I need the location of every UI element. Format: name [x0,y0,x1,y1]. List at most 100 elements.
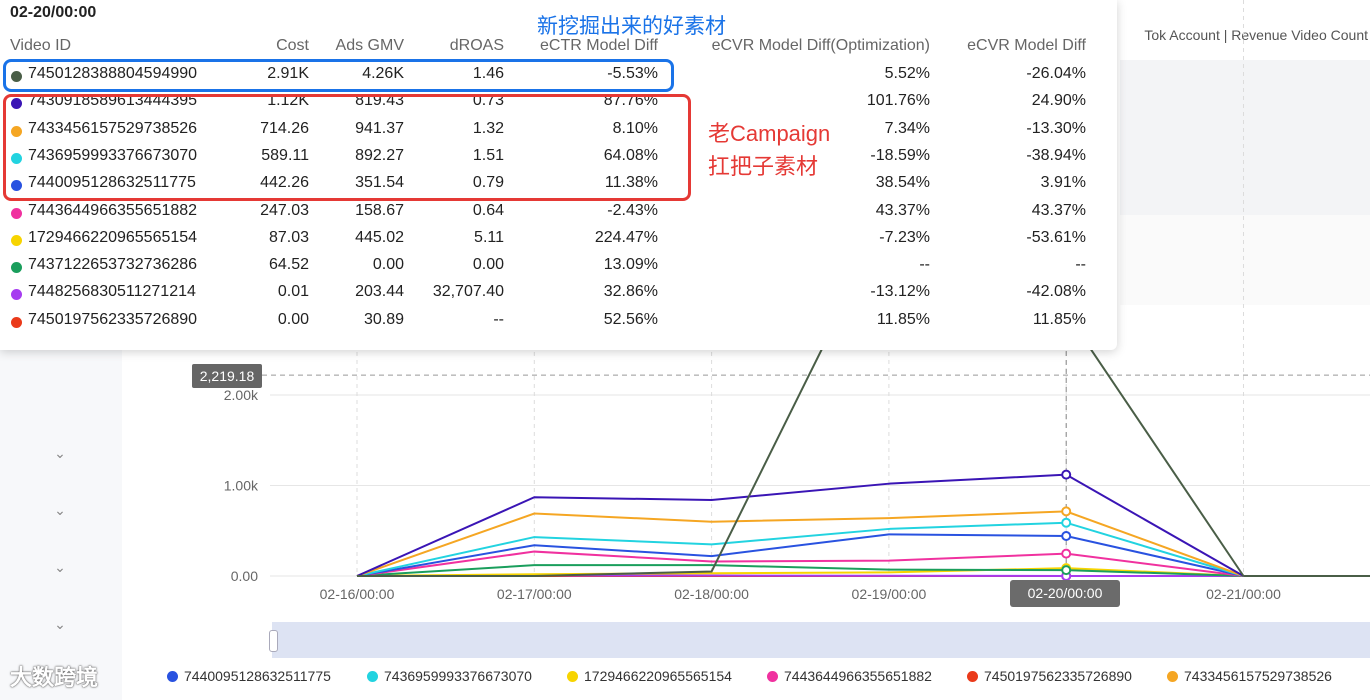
series-point [1061,565,1072,576]
series-dot-icon [11,289,22,301]
tooltip-row: 7437122653732736286 64.52 0.00 0.00 13.09% --… [0,256,1117,283]
x-tick-label: 02-17/00:00 [497,586,572,602]
legend-label: 7443644966355651882 [784,668,932,684]
tooltip-cell-id: 7437122653732736286 [28,256,198,274]
series-line [357,212,1245,577]
annotation-red-line1: 老Campaign [708,121,831,146]
tooltip-cell-ectr: -2.43% [607,201,658,219]
tooltip-row: 7436959993376673070 589.11 892.27 1.51 64.08… [0,147,1117,174]
legend-dot-icon [567,671,578,682]
series-line [356,567,1244,577]
series-point [1061,548,1072,559]
tooltip-cell-ecvr-opt: 7.34% [884,119,930,137]
tooltip-cell-ecvr: -38.94% [1026,146,1086,164]
tooltip-cell-cost: 87.03 [268,228,309,246]
legend-item[interactable]: 1729466220965565154 [567,668,732,684]
tooltip-cell-ectr: 64.08% [603,146,658,164]
tooltip-cell-gmv: 158.67 [355,201,404,219]
background-card [1120,215,1370,305]
tooltip-row: 7450128388804594990 2.91K 4.26K 1.46 -5.53% 5… [0,65,1117,92]
data-zoom-handle[interactable] [269,630,278,652]
col-ecvr-header: eCVR Model Diff [967,37,1086,54]
data-zoom-slider[interactable] [272,622,1370,658]
chevron-down-icon[interactable]: ⌄ [54,445,66,461]
tooltip-row: 7450197562335726890 0.00 30.89 -- 52.56% 11.8… [0,311,1117,338]
tooltip-cell-ecvr-opt: 5.52% [884,65,930,82]
tooltip-cell-droas: 0.79 [472,174,504,192]
tooltip-cell-ectr: 32.86% [603,283,658,301]
chevron-down-icon[interactable]: ⌄ [54,559,66,575]
tooltip-cell-cost: 442.26 [260,174,309,192]
series-point [1061,517,1072,528]
tooltip-cell-id: 7443644966355651882 [28,201,198,219]
series-dot-icon [11,207,22,219]
legend-label: 7440095128632511775 [184,668,331,684]
hover-x-label: 02-20/00:00 [1010,580,1120,607]
chevron-down-icon[interactable]: ⌄ [54,616,66,632]
tooltip-cell-ecvr-opt: 43.37% [875,201,930,219]
tooltip-cell-cost: 0.00 [277,310,309,328]
series-line [356,521,1244,577]
tooltip-cell-droas: 1.46 [472,65,504,82]
tooltip-cell-gmv: 4.26K [362,65,404,82]
y-tick-label: 0.00 [231,568,258,584]
tooltip-cell-ecvr: -26.04% [1026,65,1086,82]
legend-dot-icon [767,671,778,682]
tooltip-row: 7443644966355651882 247.03 158.67 0.64 -2.43… [0,202,1117,229]
tooltip-cell-ectr: 224.47% [594,228,658,246]
tooltip-cell-id: 7433456157529738526 [28,119,198,137]
legend-item[interactable]: 7433456157529738526 [1167,668,1332,684]
legend-dot-icon [367,671,378,682]
tooltip-cell-ecvr: 24.90% [1031,92,1086,110]
tooltip-cell-ectr: 13.09% [603,256,658,274]
tooltip-cell-ecvr-opt: -- [919,256,930,274]
tooltip-cell-ecvr: -53.61% [1026,228,1086,246]
x-tick-label: 02-21/00:00 [1206,586,1281,602]
col-ads-gmv-header: Ads GMV [335,37,404,54]
y-tick-label: 2.00k [224,387,259,403]
tooltip-cell-ectr: 52.56% [603,310,658,328]
series-dot-icon [11,152,22,164]
series-point [1061,530,1072,541]
tooltip-cell-ecvr: 11.85% [1032,310,1086,328]
tooltip-cell-droas: 0.00 [472,256,504,274]
legend-item[interactable]: 7443644966355651882 [767,668,932,684]
legend-item[interactable]: 7440095128632511775 [167,668,331,684]
col-ectr-header: eCTR Model Diff [540,37,658,54]
tooltip-cell-ecvr-opt: 38.54% [875,174,930,192]
tooltip-cell-cost: 247.03 [260,201,309,219]
legend-item[interactable]: 7450197562335726890 [967,668,1132,684]
highlight-box-red [3,94,691,201]
tooltip-row: 1729466220965565154 87.03 445.02 5.11 224.47… [0,229,1117,256]
tooltip-row: 7440095128632511775 442.26 351.54 0.79 11.38… [0,174,1117,201]
tooltip-cell-ecvr-opt: -7.23% [879,228,930,246]
series-dot-icon [11,234,22,246]
legend-dot-icon [1167,671,1178,682]
tooltip-cell-id: 7450128388804594990 [28,65,198,82]
y-tick-label: 1.00k [224,478,259,494]
series-line [356,564,1244,577]
tooltip-cell-gmv: 351.54 [355,174,404,192]
tooltip-cell-ecvr-opt: -18.59% [870,146,930,164]
tooltip-cell-ectr: -5.53% [607,65,658,82]
tooltip-cell-gmv: 0.00 [372,256,404,274]
tooltip-cell-ecvr-opt: 101.76% [866,92,930,110]
tooltip-cell-droas: 1.51 [472,146,504,164]
tooltip-cell-droas: 5.11 [474,228,504,246]
legend-dot-icon [967,671,978,682]
tooltip-cell-gmv: 892.27 [355,146,404,164]
legend-item[interactable]: 7436959993376673070 [367,668,532,684]
annotation-blue: 新挖掘出来的好素材 [537,15,726,38]
tooltip-cell-cost: 714.26 [260,119,309,137]
series-dot-icon [11,71,22,82]
tooltip-cell-ecvr: -- [1075,256,1086,274]
hover-y-label: 2,219.18 [192,364,262,388]
col-cost-header: Cost [276,37,309,54]
tooltip-cell-droas: 0.64 [472,201,504,219]
x-tick-label: 02-16/00:00 [320,586,395,602]
metric-tabs-label[interactable]: Tok Account | Revenue Video Count [1144,27,1368,43]
tooltip-cell-droas: 32,707.40 [432,283,504,301]
chevron-down-icon[interactable]: ⌄ [54,502,66,518]
series-dot-icon [11,262,22,274]
tooltip-time: 02-20/00:00 [10,4,97,21]
